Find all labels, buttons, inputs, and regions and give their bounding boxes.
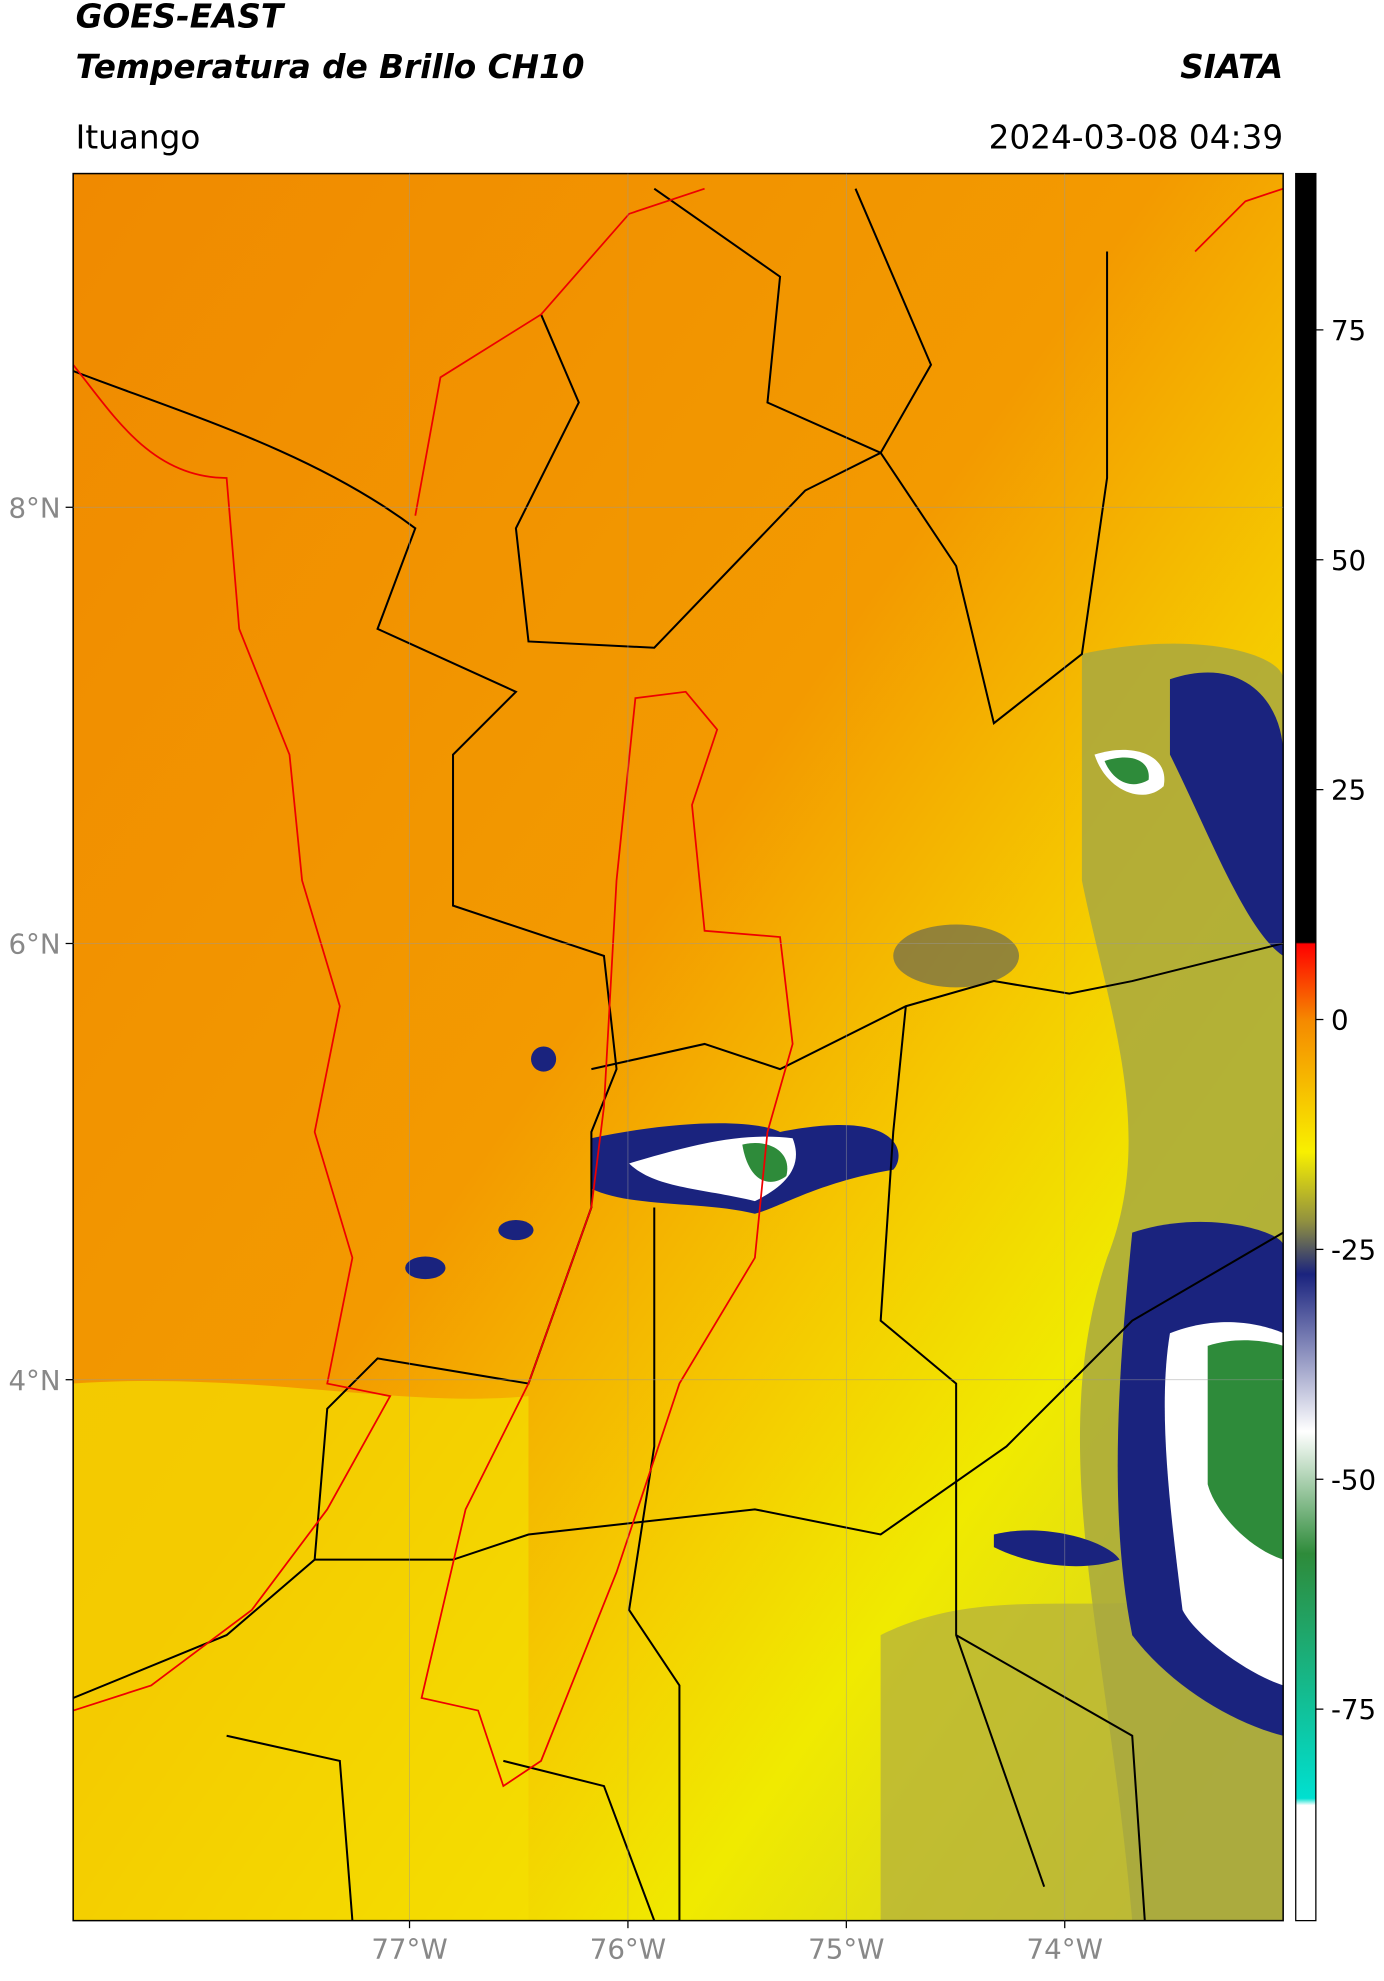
colorbar-label: -50 xyxy=(1331,1463,1376,1496)
colorbar-label: 75 xyxy=(1331,314,1366,347)
colorbar-label: 50 xyxy=(1331,544,1366,577)
map-image xyxy=(73,173,1284,1921)
colorbar-label: -75 xyxy=(1331,1693,1376,1726)
colorbar-label: -25 xyxy=(1331,1233,1376,1266)
x-tick-label: 74°W xyxy=(1027,1932,1103,1965)
x-tick-label: 75°W xyxy=(808,1932,884,1965)
colorbar xyxy=(1295,172,1317,1922)
y-tick-label: 6°N xyxy=(8,928,60,961)
place: Ituango xyxy=(76,118,201,156)
colorbar-label: 25 xyxy=(1331,774,1366,807)
source: SIATA xyxy=(1180,48,1283,86)
map-frame xyxy=(72,172,1284,1922)
colorbar-label: 0 xyxy=(1331,1004,1349,1037)
x-tick-label: 76°W xyxy=(590,1932,666,1965)
y-tick-label: 8°N xyxy=(8,491,60,524)
title: GOES-EAST xyxy=(76,0,286,36)
datetime: 2024-03-08 04:39 xyxy=(989,118,1284,156)
subtitle: Temperatura de Brillo CH10 xyxy=(76,48,585,86)
y-tick-label: 4°N xyxy=(8,1364,60,1397)
x-tick-label: 77°W xyxy=(371,1932,447,1965)
